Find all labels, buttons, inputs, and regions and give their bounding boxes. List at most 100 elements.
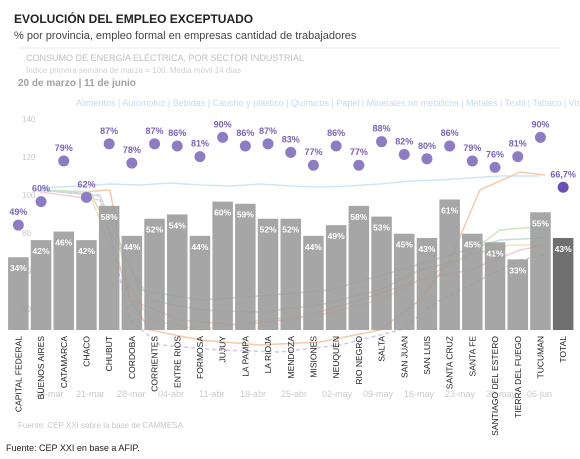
bar <box>189 235 211 330</box>
x-tick-label: TIERRA DEL FUEGO <box>513 336 523 418</box>
dot-label: 82% <box>395 137 413 147</box>
dot-label: 62% <box>77 179 95 189</box>
bar <box>212 201 233 330</box>
bar <box>280 218 301 330</box>
bg-x-ticks: 14-mar 21-mar 28-mar 04-abr 11-abr 18-abr 25-a… <box>35 389 552 399</box>
x-tick-label: TOTAL <box>558 336 568 363</box>
bg-x-tick: 16-may <box>404 389 435 399</box>
bg-y-tick: 80 <box>22 229 31 238</box>
bar-label: 54% <box>169 220 186 230</box>
dot-label: 81% <box>509 139 527 149</box>
x-tick-label: JUJUY <box>218 336 228 363</box>
bar <box>30 240 52 330</box>
bar-label: 43% <box>555 244 572 254</box>
dot <box>285 146 297 158</box>
bg-x-tick: 28-mar <box>117 389 146 399</box>
bar-label: 42% <box>33 246 50 256</box>
bar-label: 45% <box>396 240 413 250</box>
x-tick-label: SANTIAGO DEL ESTERO <box>490 336 500 436</box>
bar-label: 55% <box>532 218 549 228</box>
x-tick-label: SAN LUIS <box>422 336 432 375</box>
bar-label: 60% <box>214 208 231 218</box>
bg-note: Índice primera semana de marzo = 100. Me… <box>26 66 241 75</box>
x-tick-label: CHUBUT <box>104 336 114 371</box>
dot-label: 86% <box>236 128 254 138</box>
dot <box>330 140 342 152</box>
dot <box>171 140 183 152</box>
dot-label: 86% <box>327 128 345 138</box>
dot-label: 90% <box>531 119 549 129</box>
dot <box>12 219 24 231</box>
x-tick-label: CHACO <box>81 336 91 367</box>
dot <box>557 181 569 193</box>
dot-label: 79% <box>55 143 73 153</box>
x-tick-label: NEUQUEN <box>331 336 341 379</box>
bg-x-tick: 18-abr <box>240 389 266 399</box>
bar-label: 44% <box>123 242 140 252</box>
dot <box>239 140 251 152</box>
bar <box>8 257 29 330</box>
dot <box>466 155 478 167</box>
dot <box>307 159 319 171</box>
dot-label: 77% <box>304 147 322 157</box>
bg-x-tick: 06-jun <box>527 389 552 399</box>
dot <box>421 153 433 165</box>
bar-label: 42% <box>78 246 95 256</box>
bar <box>552 237 574 330</box>
bar-label: 61% <box>441 205 458 215</box>
chart-subtitle: % por provincia, empleo formal en empres… <box>14 30 357 42</box>
bar-label: 45% <box>464 240 481 250</box>
dot-label: 88% <box>373 124 391 134</box>
bg-x-tick: 09-may <box>363 389 394 399</box>
dot <box>376 136 388 148</box>
bg-x-tick: 14-mar <box>35 389 64 399</box>
bar <box>462 233 483 330</box>
bar-label: 49% <box>328 231 345 241</box>
bar <box>144 218 165 330</box>
bg-line-5 <box>39 189 546 353</box>
bg-x-tick: 21-mar <box>76 389 105 399</box>
bar <box>416 237 438 330</box>
dot-label: 87% <box>100 126 118 136</box>
bg-source: Fuente: CEP XXI sobre la base de CAMMESA… <box>18 421 185 430</box>
x-tick-label: CORRIENTES <box>150 336 160 392</box>
dot-label: 87% <box>146 126 164 136</box>
bg-legend: Alimentos | Automotriz | Bebidas | Cauch… <box>76 98 580 108</box>
dot <box>398 149 410 161</box>
dot <box>58 155 70 167</box>
bar <box>325 225 347 330</box>
bar <box>394 233 415 330</box>
bg-title: CONSUMO DE ENERGÍA ELÉCTRICA, POR SECTOR… <box>26 53 304 63</box>
bar <box>167 214 188 330</box>
bar-label: 52% <box>260 225 277 235</box>
bar <box>121 235 143 330</box>
x-tick-label: TUCUMAN <box>535 336 545 379</box>
x-tick-label: ENTRE RIOS <box>172 336 182 388</box>
bar <box>303 235 324 330</box>
chart-title: EVOLUCIÓN DEL EMPLEO EXCEPTUADO <box>14 12 254 26</box>
dot-label: 81% <box>191 139 209 149</box>
dot <box>149 138 161 150</box>
bar-label: 46% <box>55 238 72 248</box>
bar-label: 58% <box>350 212 367 222</box>
bg-date-range: 20 de marzo | 11 de junio <box>18 78 136 89</box>
dot-label: 60% <box>32 184 50 194</box>
dot <box>512 151 524 163</box>
x-tick-label: SANTA FE <box>467 336 477 377</box>
dot <box>126 157 138 169</box>
bar <box>257 218 279 330</box>
bg-x-tick: 25-abr <box>281 389 307 399</box>
bg-x-tick: 30-may <box>486 389 517 399</box>
dot <box>444 140 456 152</box>
x-tick-label: MISIONES <box>308 336 318 378</box>
x-tick-label: FORMOSA <box>195 336 205 379</box>
x-tick-label: SALTA <box>377 336 387 362</box>
bg-y-tick: 100 <box>22 191 36 200</box>
dot-label: 79% <box>463 143 481 153</box>
dot <box>80 191 92 203</box>
bar <box>530 212 551 330</box>
x-tick-label: CORDOBA <box>127 336 137 379</box>
bg-x-tick: 02-may <box>322 389 353 399</box>
dot-label: 66,7% <box>550 169 576 179</box>
